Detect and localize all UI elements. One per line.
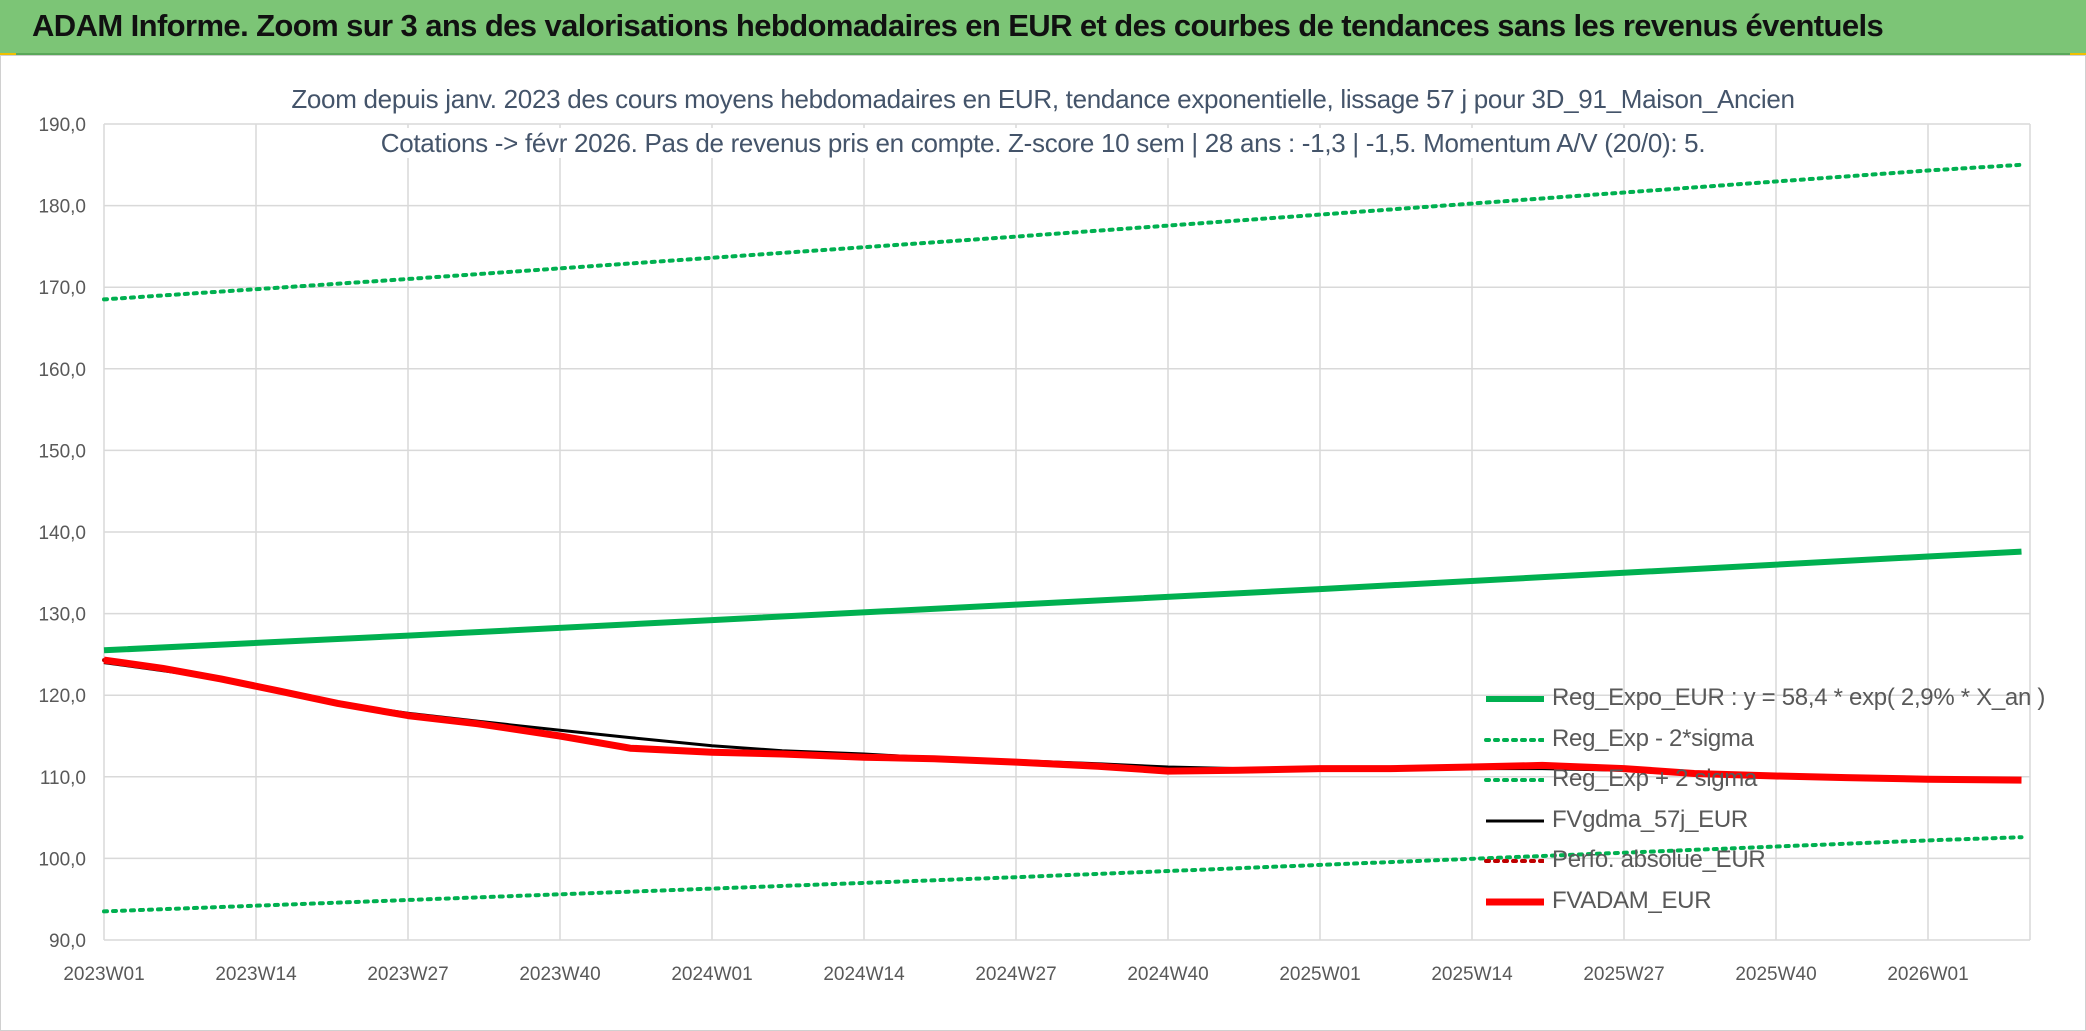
- legend-label: Perfo. absolue_EUR: [1552, 846, 1766, 874]
- series-line-1: [102, 835, 2024, 914]
- y-tick-label: 90,0: [49, 931, 86, 952]
- x-tick-label: 2023W40: [519, 964, 600, 985]
- legend-swatch: [1486, 898, 1544, 906]
- x-tick-label: 2025W27: [1583, 964, 1664, 985]
- legend-item: Reg_Expo_EUR : y = 58,4 * exp( 2,9% * X_…: [1484, 678, 2045, 719]
- legend-item: Perfo. absolue_EUR: [1484, 840, 2045, 881]
- series-lines: [102, 162, 2024, 914]
- y-tick-label: 160,0: [38, 360, 86, 381]
- x-tick-label: 2023W27: [367, 964, 448, 985]
- chart-title-text: Zoom depuis janv. 2023 des cours moyens …: [283, 84, 1803, 114]
- y-axis-ticks: 90,0 100,0 110,0 120,0 130,0 140,0 150,0 160,0 1…: [38, 115, 86, 952]
- y-tick-label: 130,0: [38, 605, 86, 626]
- y-tick-label: 120,0: [38, 686, 86, 707]
- legend-label: FVADAM_EUR: [1552, 886, 1712, 914]
- legend-swatch: [1486, 696, 1544, 703]
- x-tick-label: 2026W01: [1887, 964, 1968, 985]
- chart-area[interactable]: [0, 55, 2086, 1031]
- series-line-2: [102, 162, 2024, 302]
- legend-swatch: [1484, 778, 1544, 783]
- legend-item: FVADAM_EUR: [1484, 881, 2045, 922]
- x-tick-label: 2025W40: [1735, 964, 1816, 985]
- chart-subtitle-text: Cotations -> févr 2026. Pas de revenus p…: [372, 128, 1714, 158]
- series-line-0: [103, 548, 2022, 654]
- legend-item: Reg_Exp + 2 sigma: [1484, 759, 2045, 800]
- x-tick-label: 2024W14: [823, 964, 905, 985]
- legend-swatch: [1484, 859, 1544, 864]
- gridlines: [103, 123, 2031, 941]
- y-tick-label: 170,0: [38, 278, 86, 299]
- x-tick-label: 2023W01: [63, 964, 144, 985]
- legend-label: FVgdma_57j_EUR: [1552, 805, 1748, 833]
- x-tick-label: 2025W01: [1279, 964, 1360, 985]
- legend-item: FVgdma_57j_EUR: [1484, 800, 2045, 841]
- x-tick-label: 2024W27: [975, 964, 1056, 985]
- y-tick-label: 150,0: [38, 441, 86, 462]
- chart-title: Zoom depuis janv. 2023 des cours moyens …: [0, 84, 2086, 115]
- legend-label: Reg_Exp + 2 sigma: [1552, 765, 1758, 793]
- x-tick-label: 2023W14: [215, 964, 297, 985]
- legend-label: Reg_Exp - 2*sigma: [1552, 724, 1754, 752]
- x-tick-label: 2025W14: [1431, 964, 1513, 985]
- y-tick-label: 190,0: [38, 115, 86, 136]
- y-tick-label: 180,0: [38, 197, 86, 218]
- x-tick-label: 2024W40: [1127, 964, 1208, 985]
- y-tick-label: 100,0: [38, 849, 86, 870]
- x-axis-ticks: 2023W01 2023W14 2023W27 2023W40 2024W01 2024W…: [63, 964, 1968, 985]
- legend-item: Reg_Exp - 2*sigma: [1484, 719, 2045, 760]
- report-banner: ADAM Informe. Zoom sur 3 ans des valoris…: [0, 0, 2086, 55]
- legend-label: Reg_Expo_EUR : y = 58,4 * exp( 2,9% * X_…: [1552, 684, 2046, 712]
- legend-swatch: [1484, 737, 1544, 742]
- banner-title: ADAM Informe. Zoom sur 3 ans des valoris…: [32, 8, 1884, 43]
- x-tick-label: 2024W01: [671, 964, 752, 985]
- legend-swatch: [1486, 819, 1544, 823]
- chart-legend: Reg_Expo_EUR : y = 58,4 * exp( 2,9% * X_…: [1484, 678, 2045, 921]
- y-tick-label: 110,0: [40, 768, 86, 789]
- chart-subtitle: Cotations -> févr 2026. Pas de revenus p…: [0, 128, 2086, 159]
- y-tick-label: 140,0: [38, 523, 86, 544]
- series-line-5: [103, 656, 2022, 784]
